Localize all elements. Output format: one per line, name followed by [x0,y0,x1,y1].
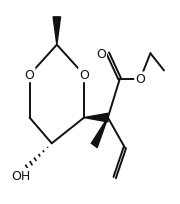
Text: O: O [79,69,89,82]
Polygon shape [53,18,61,45]
Text: O: O [96,48,106,60]
Text: O: O [135,73,145,86]
Polygon shape [91,118,108,148]
Polygon shape [84,114,108,122]
Text: O: O [25,69,35,82]
Text: OH: OH [12,169,31,182]
